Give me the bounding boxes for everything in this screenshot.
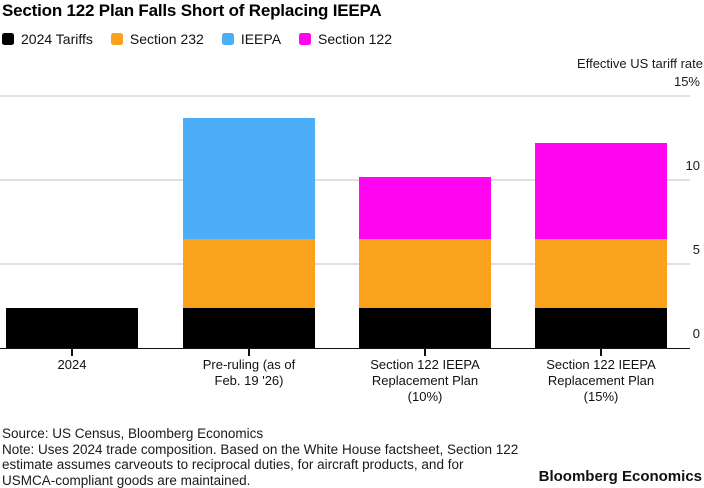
x-axis-line (0, 347, 690, 350)
page-title: Section 122 Plan Falls Short of Replacin… (2, 1, 382, 20)
source-note: Source: US Census, Bloomberg Economics N… (2, 426, 518, 488)
legend-label: 2024 Tariffs (21, 31, 93, 47)
legend-label: Section 232 (129, 31, 204, 47)
legend-swatch-ieepa (221, 33, 234, 45)
note-line: USMCA-compliant goods are maintained. (2, 472, 251, 488)
y-tick-label-10: 10 (685, 158, 700, 173)
source-line: Source: US Census, Bloomberg Economics (2, 426, 264, 441)
bar-segment-section-122-cat3 (535, 143, 667, 239)
x-tick (424, 349, 426, 356)
legend-swatch-section-122 (299, 33, 312, 45)
bar-segment-section-232-cat2 (359, 238, 491, 308)
x-category-label: Section 122 IEEPA Replacement Plan (10%) (370, 357, 480, 404)
legend-swatch-section-232 (110, 33, 123, 45)
bar-segment-section-122-cat2 (359, 176, 491, 239)
note-line: estimate assumes carveouts to reciprocal… (2, 457, 464, 473)
legend-item-ieepa: IEEPA (221, 31, 282, 47)
legend-item-section-122: Section 122 (299, 31, 392, 47)
bar-segment-2024-tariffs-cat2 (359, 307, 491, 348)
legend-label: Section 122 (318, 31, 392, 47)
x-category-label: Pre-ruling (as of Feb. 19 '26) (202, 357, 296, 388)
x-tick (600, 349, 602, 356)
legend: 2024 Tariffs Section 232 IEEPA Section 1… (2, 31, 392, 47)
brand-logo: Bloomberg Economics (538, 468, 702, 485)
y-tick-label-5: 5 (692, 242, 700, 257)
gridline-10 (0, 179, 690, 181)
bar-segment-2024-tariffs-cat0 (6, 307, 138, 348)
y-axis-title: Effective US tariff rate (577, 56, 703, 71)
x-category-label: Section 122 IEEPA Replacement Plan (15%) (546, 357, 656, 404)
y-tick-label-0: 0 (692, 326, 700, 341)
legend-item-2024-tariffs: 2024 Tariffs (2, 31, 93, 47)
bar-segment-2024-tariffs-cat1 (183, 307, 315, 348)
x-category-label: 2024 (57, 357, 87, 372)
x-tick (71, 349, 73, 356)
x-tick (248, 349, 250, 356)
bar-segment-section-232-cat3 (535, 238, 667, 308)
bar-segment-ieepa-cat1 (183, 117, 315, 239)
legend-label: IEEPA (240, 31, 282, 47)
bar-segment-2024-tariffs-cat3 (535, 307, 667, 348)
legend-item-section-232: Section 232 (110, 31, 204, 47)
legend-swatch-2024-tariffs (2, 33, 14, 45)
gridline-15 (0, 95, 690, 97)
note-line: Note: Uses 2024 trade composition. Based… (2, 441, 519, 457)
y-tick-label-15: 15% (673, 74, 700, 89)
bar-segment-section-232-cat1 (183, 238, 315, 308)
gridline-5 (0, 263, 690, 265)
